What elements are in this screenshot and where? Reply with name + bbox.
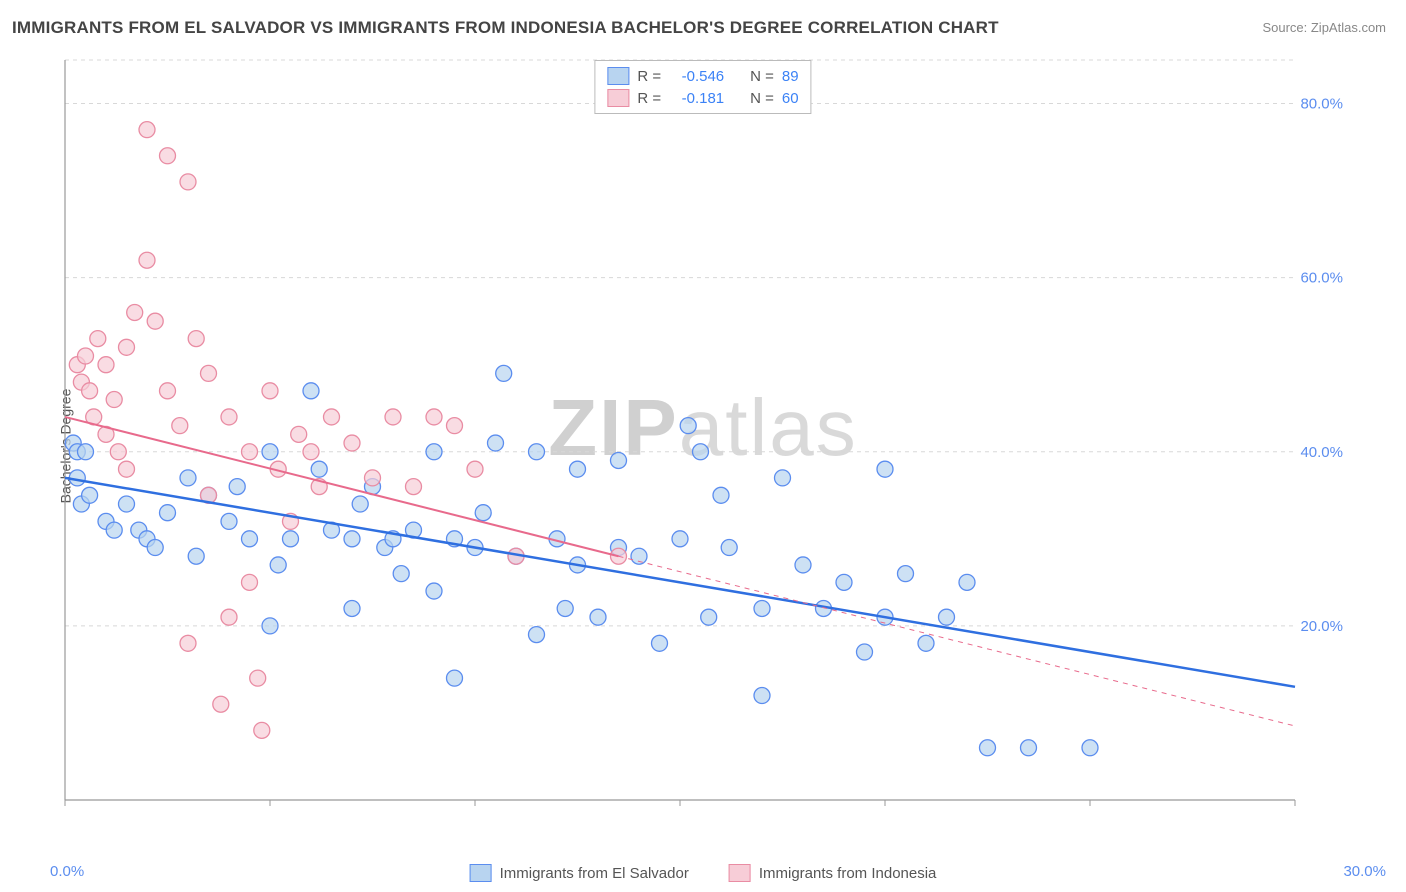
legend-item-el-salvador: Immigrants from El Salvador [470, 864, 689, 882]
svg-text:40.0%: 40.0% [1300, 444, 1343, 461]
correlation-legend: R = -0.546 N = 89 R = -0.181 N = 60 [594, 60, 811, 114]
svg-text:20.0%: 20.0% [1300, 618, 1343, 635]
swatch-el-salvador [607, 67, 629, 85]
legend-row-indonesia: R = -0.181 N = 60 [607, 87, 798, 109]
r-label-1: R = [637, 68, 661, 85]
swatch-el-salvador-bottom [470, 864, 492, 882]
legend-label-indonesia: Immigrants from Indonesia [759, 865, 937, 882]
legend-row-el-salvador: R = -0.546 N = 89 [607, 65, 798, 87]
r-value-2: -0.181 [669, 90, 724, 107]
n-label-2: N = [750, 90, 774, 107]
n-value-2: 60 [782, 90, 799, 107]
n-value-1: 89 [782, 68, 799, 85]
x-tick-0: 0.0% [50, 863, 84, 880]
source-label: Source: ZipAtlas.com [1262, 20, 1386, 35]
svg-text:60.0%: 60.0% [1300, 270, 1343, 287]
scatter-plot: 20.0% 40.0% 60.0% 80.0% [55, 55, 1355, 830]
r-value-1: -0.546 [669, 68, 724, 85]
r-label-2: R = [637, 90, 661, 107]
n-label-1: N = [750, 68, 774, 85]
swatch-indonesia [607, 89, 629, 107]
x-tick-30: 30.0% [1343, 863, 1386, 880]
legend-label-el-salvador: Immigrants from El Salvador [500, 865, 689, 882]
swatch-indonesia-bottom [729, 864, 751, 882]
legend-item-indonesia: Immigrants from Indonesia [729, 864, 937, 882]
chart-container: IMMIGRANTS FROM EL SALVADOR VS IMMIGRANT… [0, 0, 1406, 892]
chart-title: IMMIGRANTS FROM EL SALVADOR VS IMMIGRANT… [12, 18, 999, 38]
svg-text:80.0%: 80.0% [1300, 96, 1343, 113]
series-legend: Immigrants from El Salvador Immigrants f… [470, 864, 937, 882]
